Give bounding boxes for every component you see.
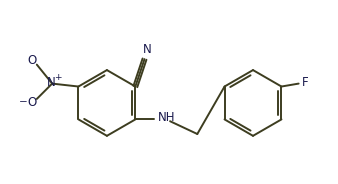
Text: F: F (301, 76, 308, 89)
Text: N: N (143, 43, 151, 56)
Text: O: O (28, 96, 37, 109)
Text: −: − (19, 97, 27, 107)
Text: N: N (47, 76, 56, 89)
Text: O: O (28, 54, 37, 68)
Text: +: + (54, 72, 62, 82)
Text: NH: NH (158, 112, 175, 124)
